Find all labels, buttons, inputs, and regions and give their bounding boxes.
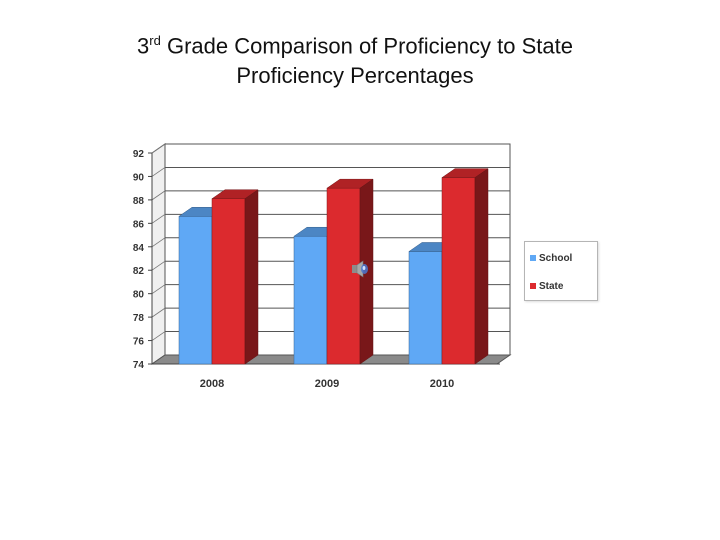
legend-item-state: State <box>530 281 564 292</box>
y-tick-label: 82 <box>133 266 145 277</box>
x-tick-label: 2008 <box>200 378 224 390</box>
speaker-icon[interactable] <box>349 258 371 280</box>
gridline-side <box>151 307 166 318</box>
gridline-side <box>151 143 166 154</box>
gridline-side <box>151 260 166 271</box>
chart-title-line1: 3rd Grade Comparison of Proficiency to S… <box>0 26 710 61</box>
plot-side-wall <box>151 143 166 365</box>
bar-state-2010 <box>441 168 489 365</box>
gridline-side <box>151 237 166 248</box>
legend-label-school: School <box>539 253 573 264</box>
gridline-side <box>151 331 166 341</box>
legend-swatch-school <box>530 255 536 261</box>
title-grade-number: 3 <box>137 33 150 59</box>
chart-title-line2: Proficiency Percentages <box>236 63 474 89</box>
gridline-side <box>151 167 166 177</box>
gridline-side <box>151 284 166 294</box>
x-tick-label: 2009 <box>315 378 339 390</box>
chart-title: 3rd Grade Comparison of Proficiency to S… <box>0 26 710 91</box>
title-line1-text: Grade Comparison of Proficiency to State <box>160 33 573 59</box>
legend-label-state: State <box>539 281 564 292</box>
y-tick-label: 88 <box>133 196 145 207</box>
bar-state-2008 <box>211 189 259 365</box>
gridline-side <box>151 214 166 224</box>
chart-legend: School State <box>524 241 598 301</box>
legend-item-school: School <box>530 253 573 264</box>
y-tick-label: 76 <box>133 337 145 348</box>
y-tick-label: 92 <box>133 149 145 160</box>
x-tick-label: 2010 <box>430 378 454 390</box>
y-tick-label: 74 <box>133 360 145 371</box>
y-tick-label: 90 <box>133 172 145 183</box>
y-tick-label: 84 <box>133 243 145 254</box>
y-tick-label: 78 <box>133 313 145 324</box>
y-tick-label: 80 <box>133 290 145 301</box>
y-tick-label: 86 <box>133 219 145 230</box>
title-grade-suffix: rd <box>149 33 161 48</box>
legend-swatch-state <box>530 283 536 289</box>
gridline-side <box>151 190 166 201</box>
